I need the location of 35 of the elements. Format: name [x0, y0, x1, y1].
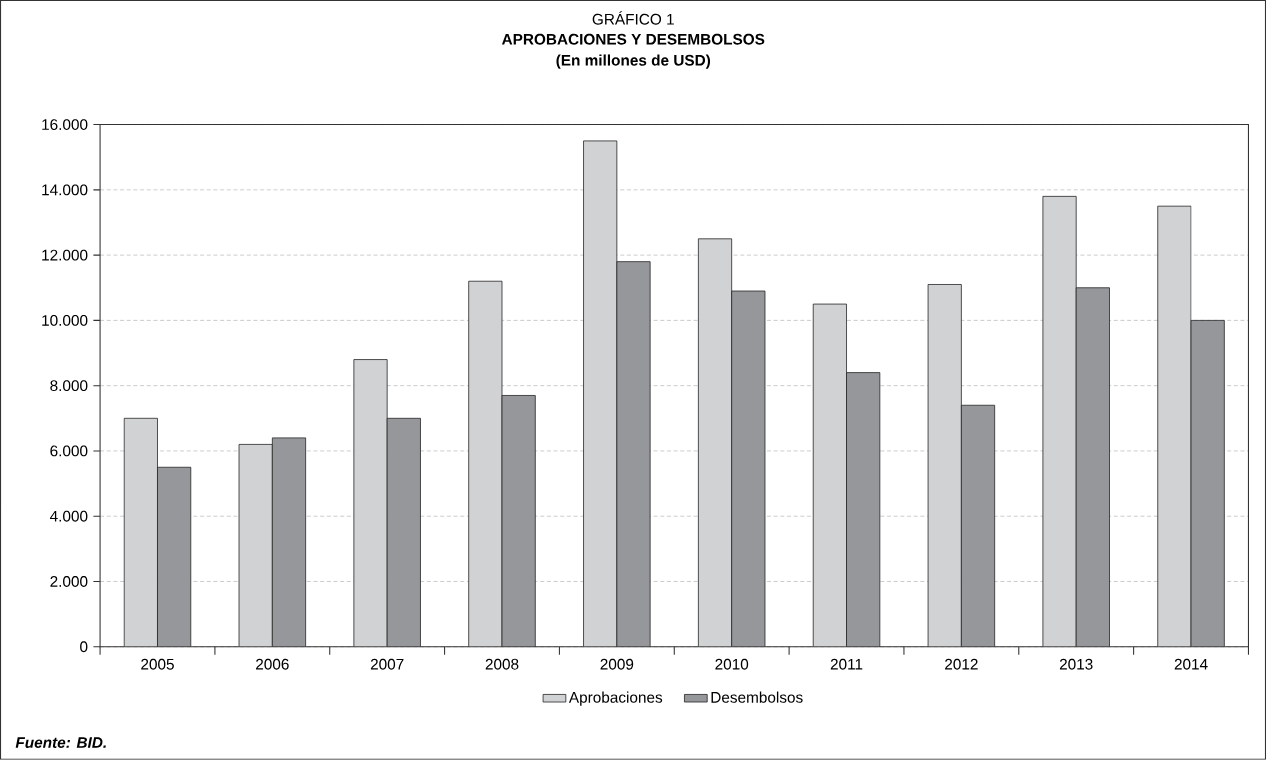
y-tick-label: 14.000	[42, 184, 88, 196]
y-tick-label: 16.000	[42, 119, 88, 131]
x-tick-label: 2008	[485, 658, 519, 670]
bar	[123, 417, 158, 647]
x-tick-label: 2006	[256, 658, 289, 670]
bar	[927, 284, 962, 647]
chart-subtitle: (En millones de USD)	[556, 54, 711, 69]
x-tick-label: 2007	[370, 658, 404, 670]
text: GRÁFICO 1	[592, 11, 674, 25]
legend-label: Desembolsos	[711, 691, 803, 703]
bar	[697, 238, 733, 647]
bar	[1042, 196, 1077, 647]
x-tick-label: 2010	[715, 658, 749, 670]
x-tick-label: 2013	[1059, 658, 1093, 670]
y-tick-label: 0	[80, 641, 88, 653]
y-tick-label: 10.000	[42, 315, 88, 326]
chart-title: APROBACIONES Y DESEMBOLSOS	[501, 33, 765, 45]
x-tick-label: 2009	[600, 658, 634, 670]
bar	[353, 359, 388, 647]
y-tick-label: 12.000	[42, 249, 88, 261]
source-note: Fuente: BID.	[15, 737, 106, 749]
y-tick-label: 2.000	[50, 576, 88, 587]
x-tick-label: 2011	[830, 658, 863, 670]
y-tick-label: 8.000	[50, 380, 88, 392]
bar	[468, 280, 503, 647]
y-tick-label: 4.000	[49, 510, 88, 522]
legend-label: Aprobaciones	[568, 691, 663, 706]
x-tick-label: 2014	[1174, 658, 1208, 670]
bar	[1157, 205, 1192, 647]
bar	[238, 444, 273, 647]
bar	[812, 303, 847, 647]
x-tick-label: 2012	[945, 658, 978, 670]
x-tick-label: 2005	[141, 658, 174, 670]
bar	[583, 140, 618, 647]
y-tick-label: 6.000	[50, 445, 88, 457]
